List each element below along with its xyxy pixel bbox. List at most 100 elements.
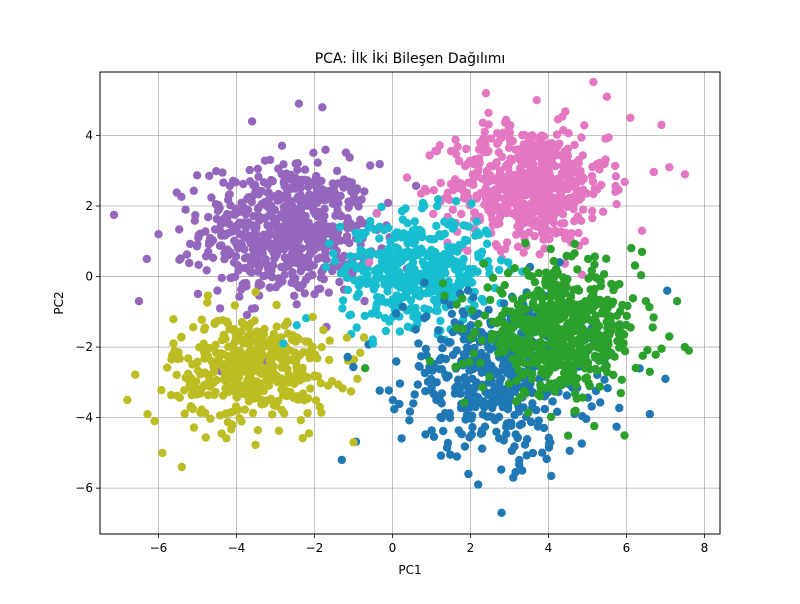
data-point xyxy=(579,303,589,312)
data-point xyxy=(645,409,654,419)
y-tick-label: −4 xyxy=(75,411,93,425)
data-point xyxy=(649,167,658,177)
data-point xyxy=(598,307,607,316)
data-point xyxy=(561,228,570,238)
data-point xyxy=(493,139,502,148)
data-point xyxy=(399,250,408,259)
data-point xyxy=(432,221,441,230)
x-tick-label: −6 xyxy=(150,541,168,555)
data-point xyxy=(509,314,518,324)
data-point xyxy=(177,333,186,342)
data-point xyxy=(383,198,393,208)
data-point xyxy=(372,208,382,218)
data-point xyxy=(381,326,391,336)
data-point xyxy=(472,194,482,203)
data-point xyxy=(542,454,551,464)
data-point xyxy=(201,433,210,442)
data-point xyxy=(547,198,557,207)
data-point xyxy=(427,235,436,244)
data-point xyxy=(518,466,527,475)
data-point xyxy=(601,134,610,143)
data-point xyxy=(280,214,289,223)
data-point xyxy=(310,350,320,359)
data-point xyxy=(196,229,205,238)
data-point xyxy=(549,303,559,313)
data-point xyxy=(459,335,468,344)
data-point xyxy=(500,347,509,357)
data-point xyxy=(536,345,546,354)
data-point xyxy=(273,396,283,406)
data-point xyxy=(549,273,559,282)
data-point xyxy=(577,176,586,186)
data-point xyxy=(547,155,556,164)
data-point xyxy=(154,230,163,239)
data-point xyxy=(545,367,554,376)
data-point xyxy=(461,190,470,199)
data-point xyxy=(192,171,202,180)
data-point xyxy=(464,388,473,397)
data-point xyxy=(637,226,647,235)
data-point xyxy=(504,258,513,267)
data-point xyxy=(373,292,382,302)
data-point xyxy=(595,382,604,391)
data-point xyxy=(552,130,562,139)
data-point xyxy=(488,220,497,230)
data-point xyxy=(645,367,654,376)
data-point xyxy=(392,251,401,261)
data-point xyxy=(441,268,450,278)
data-point xyxy=(570,389,580,398)
data-point xyxy=(193,366,203,375)
data-point xyxy=(602,361,611,370)
data-point xyxy=(582,373,591,382)
data-point xyxy=(300,165,310,174)
data-point xyxy=(174,348,183,357)
data-point xyxy=(499,358,508,368)
data-point xyxy=(485,372,494,381)
data-point xyxy=(562,201,571,210)
data-point xyxy=(335,277,344,287)
data-point xyxy=(192,390,201,399)
data-point xyxy=(267,354,277,363)
data-point xyxy=(207,193,216,202)
data-point xyxy=(185,377,194,387)
data-point xyxy=(427,426,436,435)
data-point xyxy=(539,235,548,244)
data-point xyxy=(193,357,202,366)
data-point xyxy=(578,412,587,421)
data-point xyxy=(534,416,543,425)
data-point xyxy=(185,239,195,249)
data-point xyxy=(292,321,301,330)
data-point xyxy=(218,168,227,177)
data-point xyxy=(462,410,472,419)
data-point xyxy=(189,323,198,332)
data-point xyxy=(286,387,295,397)
data-point xyxy=(237,327,246,336)
data-point xyxy=(525,132,534,141)
data-point xyxy=(235,239,244,248)
data-point xyxy=(470,383,480,393)
data-point xyxy=(223,245,232,254)
data-point xyxy=(505,133,514,143)
data-point xyxy=(649,313,658,322)
data-point xyxy=(263,373,272,382)
data-point xyxy=(382,298,391,307)
data-point xyxy=(460,398,469,407)
data-point xyxy=(587,402,596,411)
data-point xyxy=(474,319,483,329)
data-point xyxy=(573,317,582,327)
data-point xyxy=(351,186,360,196)
data-point xyxy=(490,416,500,425)
data-point xyxy=(477,444,487,453)
data-point xyxy=(346,387,356,396)
data-point xyxy=(512,190,522,199)
data-point xyxy=(429,186,438,195)
data-point xyxy=(559,126,568,135)
data-point xyxy=(185,258,194,268)
data-point xyxy=(357,195,366,204)
data-point xyxy=(392,357,401,366)
data-point xyxy=(520,359,529,368)
data-point xyxy=(203,298,212,307)
data-point xyxy=(226,201,235,210)
data-point xyxy=(580,236,590,246)
data-point xyxy=(522,184,532,194)
